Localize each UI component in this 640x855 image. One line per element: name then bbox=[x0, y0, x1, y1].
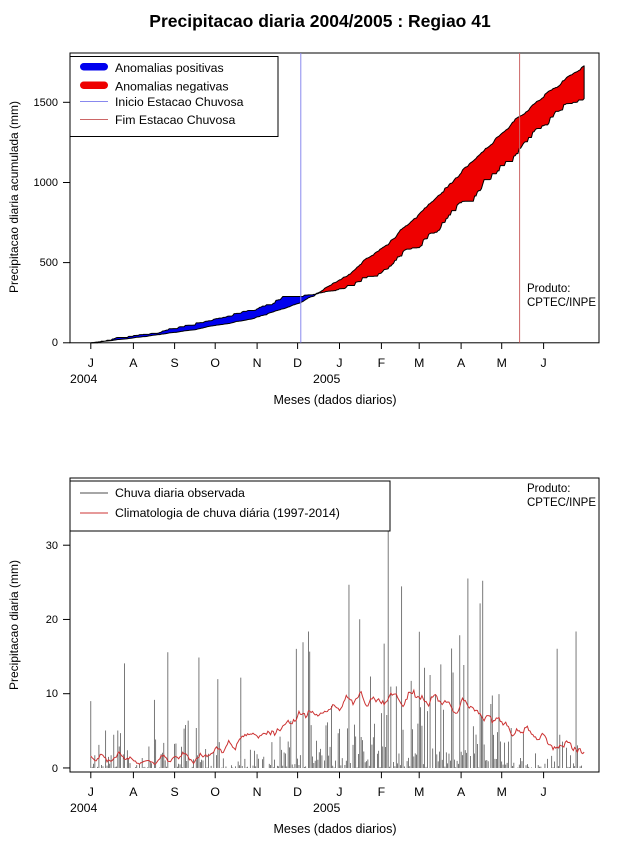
svg-text:N: N bbox=[253, 356, 262, 370]
svg-text:N: N bbox=[253, 785, 262, 799]
svg-text:F: F bbox=[378, 356, 386, 370]
svg-text:M: M bbox=[497, 356, 507, 370]
svg-text:0: 0 bbox=[52, 763, 58, 775]
svg-text:Produto:: Produto: bbox=[527, 283, 570, 295]
svg-text:Precipitacao diaria 2004/2005: Precipitacao diaria 2004/2005 : Regiao 4… bbox=[149, 11, 491, 31]
svg-text:500: 500 bbox=[40, 257, 58, 269]
svg-text:30: 30 bbox=[46, 540, 58, 552]
svg-text:Chuva diaria observada: Chuva diaria observada bbox=[115, 486, 245, 500]
svg-text:2004: 2004 bbox=[70, 801, 98, 815]
svg-text:J: J bbox=[88, 785, 94, 799]
svg-text:Produto:: Produto: bbox=[527, 483, 570, 495]
svg-text:1500: 1500 bbox=[34, 97, 58, 109]
svg-text:A: A bbox=[129, 785, 138, 799]
svg-text:2004: 2004 bbox=[70, 372, 98, 386]
svg-text:A: A bbox=[129, 356, 138, 370]
svg-text:M: M bbox=[414, 785, 424, 799]
svg-text:Inicio Estacao Chuvosa: Inicio Estacao Chuvosa bbox=[115, 95, 244, 109]
svg-text:Precipitacao diaria (mm): Precipitacao diaria (mm) bbox=[7, 560, 21, 690]
svg-text:S: S bbox=[170, 785, 178, 799]
svg-text:0: 0 bbox=[52, 337, 58, 349]
svg-text:D: D bbox=[293, 356, 302, 370]
svg-text:Anomalias positivas: Anomalias positivas bbox=[115, 61, 224, 75]
svg-text:Climatologia de chuva diária (: Climatologia de chuva diária (1997-2014) bbox=[115, 506, 340, 520]
svg-text:J: J bbox=[541, 785, 547, 799]
svg-text:Fim Estacao Chuvosa: Fim Estacao Chuvosa bbox=[115, 113, 235, 127]
svg-text:A: A bbox=[457, 785, 466, 799]
svg-text:M: M bbox=[414, 356, 424, 370]
svg-text:O: O bbox=[210, 785, 220, 799]
svg-text:D: D bbox=[293, 785, 302, 799]
svg-text:S: S bbox=[170, 356, 178, 370]
svg-text:20: 20 bbox=[46, 614, 58, 626]
svg-text:J: J bbox=[88, 356, 94, 370]
svg-text:O: O bbox=[210, 356, 220, 370]
svg-text:Meses (dados diarios): Meses (dados diarios) bbox=[274, 393, 397, 407]
svg-text:10: 10 bbox=[46, 688, 58, 700]
svg-text:J: J bbox=[336, 785, 342, 799]
svg-text:Anomalias negativas: Anomalias negativas bbox=[115, 80, 228, 94]
svg-text:CPTEC/INPE: CPTEC/INPE bbox=[527, 297, 596, 309]
svg-text:2005: 2005 bbox=[313, 801, 341, 815]
svg-text:A: A bbox=[457, 356, 466, 370]
svg-text:2005: 2005 bbox=[313, 372, 341, 386]
svg-text:F: F bbox=[378, 785, 386, 799]
svg-text:J: J bbox=[541, 356, 547, 370]
svg-text:CPTEC/INPE: CPTEC/INPE bbox=[527, 497, 596, 509]
svg-text:J: J bbox=[336, 356, 342, 370]
svg-text:Meses (dados diarios): Meses (dados diarios) bbox=[274, 822, 397, 836]
svg-text:1000: 1000 bbox=[34, 177, 58, 189]
svg-text:M: M bbox=[497, 785, 507, 799]
svg-text:Precipitacao diaria acumulada: Precipitacao diaria acumulada (mm) bbox=[7, 101, 21, 293]
